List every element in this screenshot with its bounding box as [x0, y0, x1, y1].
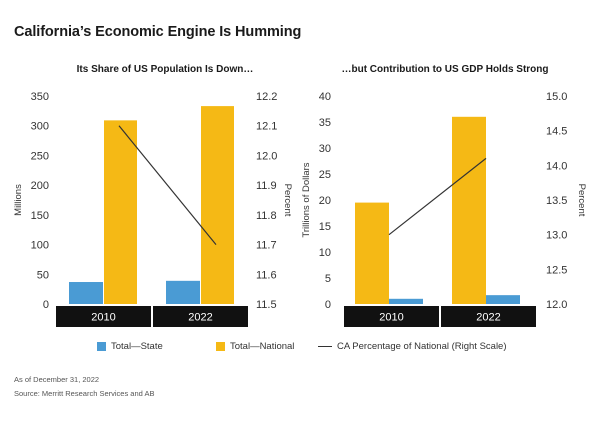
gdp-ytick-label: 5	[325, 273, 331, 285]
gdp-y2tick-label: 13.5	[546, 195, 567, 207]
gdp-category-band-2022	[441, 306, 536, 327]
right-chart-title: …but Contribution to US GDP Holds Strong	[341, 64, 549, 75]
gdp-ylabel: Trillions of Dollars	[301, 162, 312, 237]
pop-y2tick-label: 12.1	[256, 121, 277, 133]
gdp-category-label: 2022	[476, 312, 500, 324]
pop-y2tick-label: 11.6	[256, 269, 277, 281]
pop-y2tick-label: 12.0	[256, 150, 277, 162]
pop-category-label: 2010	[91, 312, 115, 324]
gdp-bar-state-2010	[389, 298, 423, 304]
pop-ytick-label: 300	[31, 121, 49, 133]
pop-y2tick-label: 11.5	[256, 299, 277, 311]
pop-ytick-label: 350	[31, 91, 49, 103]
gdp-y2label: Percent	[576, 184, 587, 217]
legend-swatch-national	[216, 342, 225, 351]
gdp-ytick-label: 20	[319, 195, 331, 207]
pop-ytick-label: 200	[31, 180, 49, 192]
gdp-ytick-label: 40	[319, 91, 331, 103]
legend-label-national: Total—National	[230, 341, 295, 352]
gdp-category-band-2010	[344, 306, 439, 327]
pop-y2tick-label: 11.7	[256, 240, 277, 252]
gdp-y2tick-label: 12.5	[546, 264, 567, 276]
gdp-y2tick-label: 14.0	[546, 160, 567, 172]
gdp-y2tick-label: 15.0	[546, 91, 567, 103]
gdp-category-label: 2010	[379, 312, 403, 324]
gdp-y2tick-label: 12.0	[546, 299, 567, 311]
pop-ytick-label: 100	[31, 240, 49, 252]
pop-y2tick-label: 12.2	[256, 91, 277, 103]
pop-category-band-2022	[153, 306, 248, 327]
legend-item-national: Total—National	[216, 341, 294, 352]
legend: Total—State Total—National CA Percentage…	[0, 341, 603, 355]
legend-item-state: Total—State	[97, 341, 163, 352]
legend-swatch-line	[318, 346, 332, 347]
legend-swatch-state	[97, 342, 106, 351]
pop-bar-state-2010	[69, 282, 103, 304]
gdp-bar-national-2010	[355, 202, 389, 304]
gdp-y2tick-label: 13.0	[546, 230, 567, 242]
pop-category-band-2010	[56, 306, 151, 327]
gdp-ytick-label: 35	[319, 117, 331, 129]
pop-ytick-label: 150	[31, 210, 49, 222]
gdp-y2tick-label: 14.5	[546, 126, 567, 138]
gdp-percentage-line	[388, 157, 487, 236]
pop-y2tick-label: 11.9	[256, 180, 277, 192]
pop-percentage-line	[118, 125, 217, 245]
pop-ytick-label: 50	[37, 269, 49, 281]
pop-category-label: 2022	[188, 312, 212, 324]
left-chart-title: Its Share of US Population Is Down…	[76, 64, 254, 75]
gdp-bar-state-2022	[486, 295, 520, 304]
pop-y2tick-label: 11.8	[256, 210, 277, 222]
gdp-bar-national-2022	[452, 116, 486, 304]
pop-ytick-label: 250	[31, 150, 49, 162]
legend-item-line: CA Percentage of National (Right Scale)	[318, 341, 507, 352]
gdp-ytick-label: 15	[319, 221, 331, 233]
legend-label-state: Total—State	[111, 341, 163, 352]
pop-y2label: Percent	[282, 184, 293, 217]
footnote-as-of: As of December 31, 2022	[14, 375, 100, 384]
gdp-ytick-label: 25	[319, 169, 331, 181]
pop-bar-state-2022	[166, 280, 200, 304]
gdp-ytick-label: 10	[319, 247, 331, 259]
pop-bar-national-2022	[201, 106, 234, 304]
pop-bar-national-2010	[104, 120, 137, 304]
page-title: California’s Economic Engine Is Humming	[14, 24, 302, 40]
footnote-source: Source: Merritt Research Services and AB	[14, 389, 155, 398]
gdp-ytick-label: 30	[319, 143, 331, 155]
legend-label-line: CA Percentage of National (Right Scale)	[337, 341, 507, 352]
gdp-ytick-label: 0	[325, 299, 331, 311]
pop-ylabel: Millions	[13, 184, 24, 216]
pop-ytick-label: 0	[43, 299, 49, 311]
